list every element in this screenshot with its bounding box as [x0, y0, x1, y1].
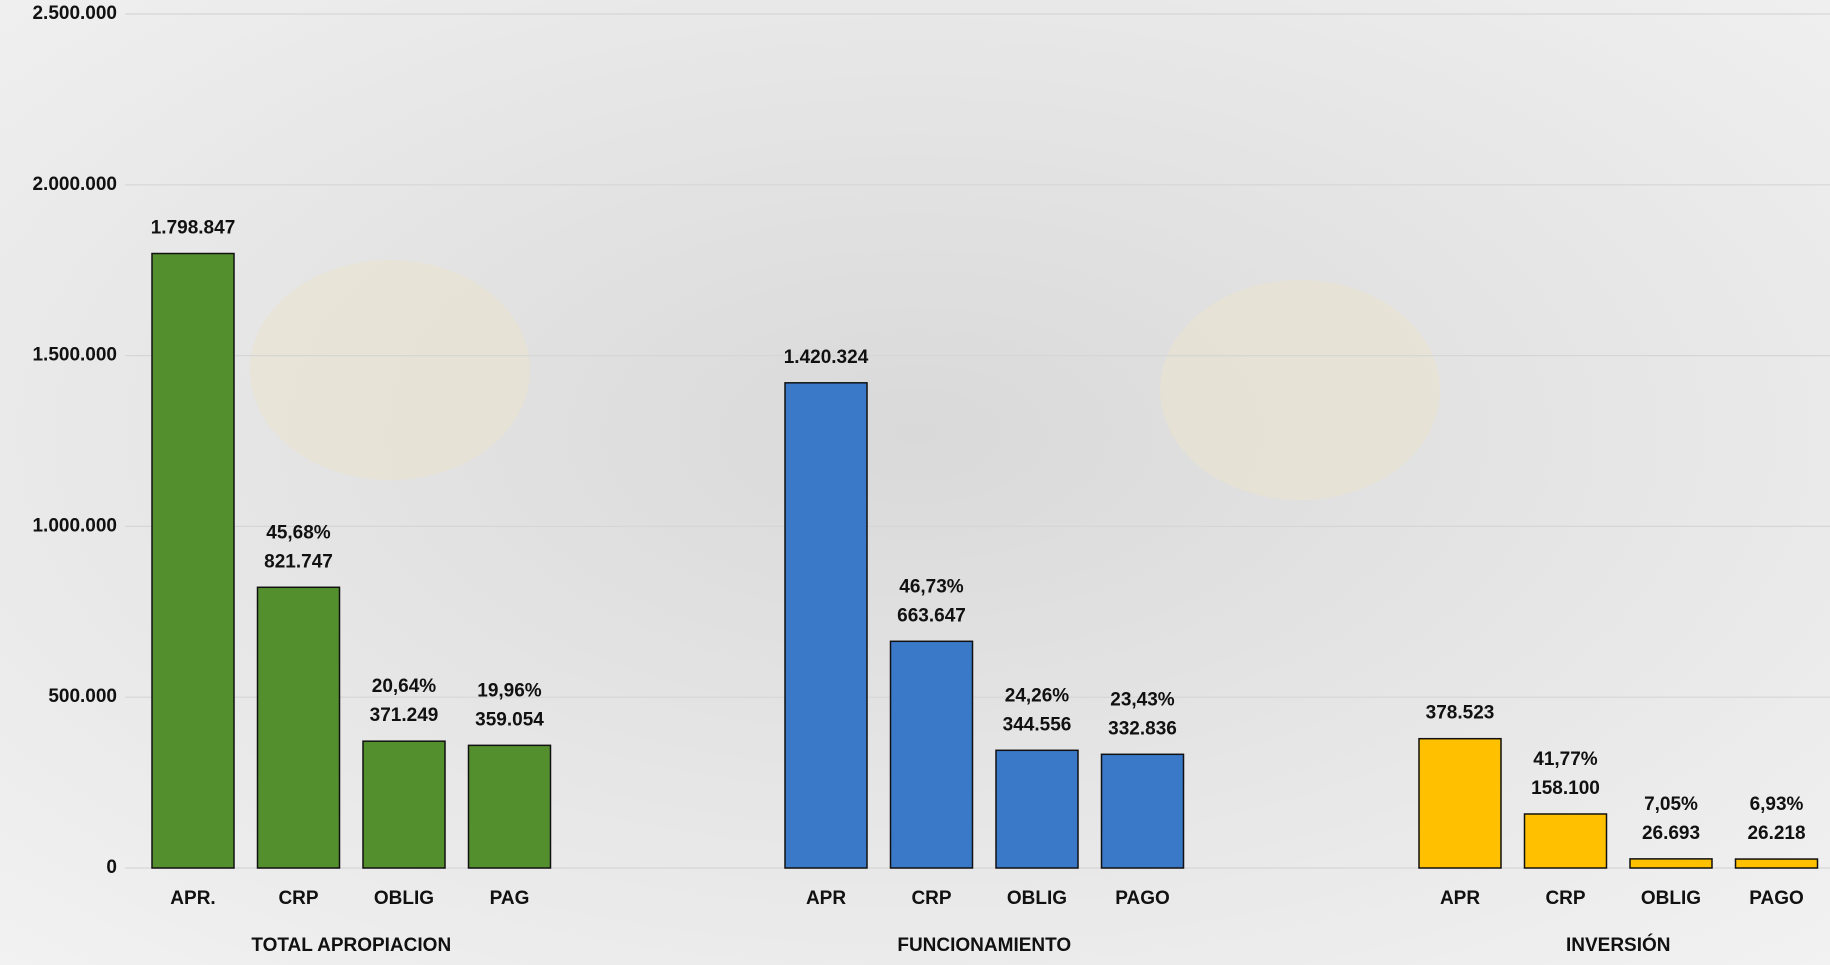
x-tick-label: APR — [1440, 888, 1480, 909]
bar — [1734, 858, 1819, 869]
x-tick-label: PAGO — [1749, 888, 1804, 909]
group-label: TOTAL APROPIACION — [251, 935, 451, 956]
data-label: 1.420.324 — [784, 347, 869, 368]
data-label: 371.249 — [370, 705, 439, 726]
y-tick-label: 1.500.000 — [32, 345, 117, 366]
bar — [362, 740, 446, 869]
share-label: 6,93% — [1750, 794, 1804, 815]
share-label: 23,43% — [1110, 689, 1175, 710]
bar — [889, 640, 974, 869]
background-eye — [250, 260, 530, 480]
data-label: 378.523 — [1426, 703, 1495, 724]
bar — [256, 586, 341, 869]
y-tick-label: 2.000.000 — [32, 174, 117, 195]
data-label: 359.054 — [475, 709, 544, 730]
x-tick-label: PAGO — [1115, 888, 1170, 909]
bar — [1418, 737, 1502, 869]
y-tick-label: 2.500.000 — [32, 3, 117, 24]
share-label: 45,68% — [266, 522, 331, 543]
share-label: 41,77% — [1533, 749, 1598, 770]
y-tick-label: 1.000.000 — [32, 515, 117, 536]
x-tick-label: APR — [806, 888, 846, 909]
data-label: 663.647 — [897, 605, 966, 626]
x-tick-label: CRP — [911, 888, 951, 909]
y-tick-label: 0 — [106, 857, 117, 878]
background-eye — [1160, 280, 1440, 500]
bar — [467, 744, 552, 869]
x-tick-label: OBLIG — [1007, 888, 1067, 909]
data-label: 344.556 — [1003, 714, 1072, 735]
data-label: 332.836 — [1108, 718, 1177, 739]
bar — [995, 749, 1079, 869]
data-label: 26.218 — [1747, 823, 1805, 844]
bar — [151, 252, 235, 869]
x-tick-label: APR. — [170, 888, 215, 909]
data-label: 1.798.847 — [151, 218, 236, 239]
data-label: 821.747 — [264, 551, 333, 572]
share-label: 24,26% — [1005, 685, 1070, 706]
data-label: 26.693 — [1642, 823, 1700, 844]
x-tick-label: OBLIG — [374, 888, 434, 909]
bar — [1629, 858, 1713, 869]
y-tick-label: 500.000 — [48, 686, 117, 707]
data-label: 158.100 — [1531, 778, 1600, 799]
x-tick-label: PAG — [490, 888, 530, 909]
share-label: 19,96% — [477, 680, 542, 701]
group-label: FUNCIONAMIENTO — [897, 935, 1071, 956]
share-label: 7,05% — [1644, 794, 1698, 815]
share-label: 20,64% — [372, 676, 437, 697]
group-label: INVERSIÓN — [1566, 934, 1671, 956]
x-tick-label: OBLIG — [1641, 888, 1701, 909]
bar — [784, 382, 868, 869]
x-tick-label: CRP — [278, 888, 318, 909]
x-tick-label: CRP — [1545, 888, 1585, 909]
share-label: 46,73% — [899, 576, 964, 597]
bar — [1100, 753, 1185, 869]
bar — [1523, 813, 1608, 869]
